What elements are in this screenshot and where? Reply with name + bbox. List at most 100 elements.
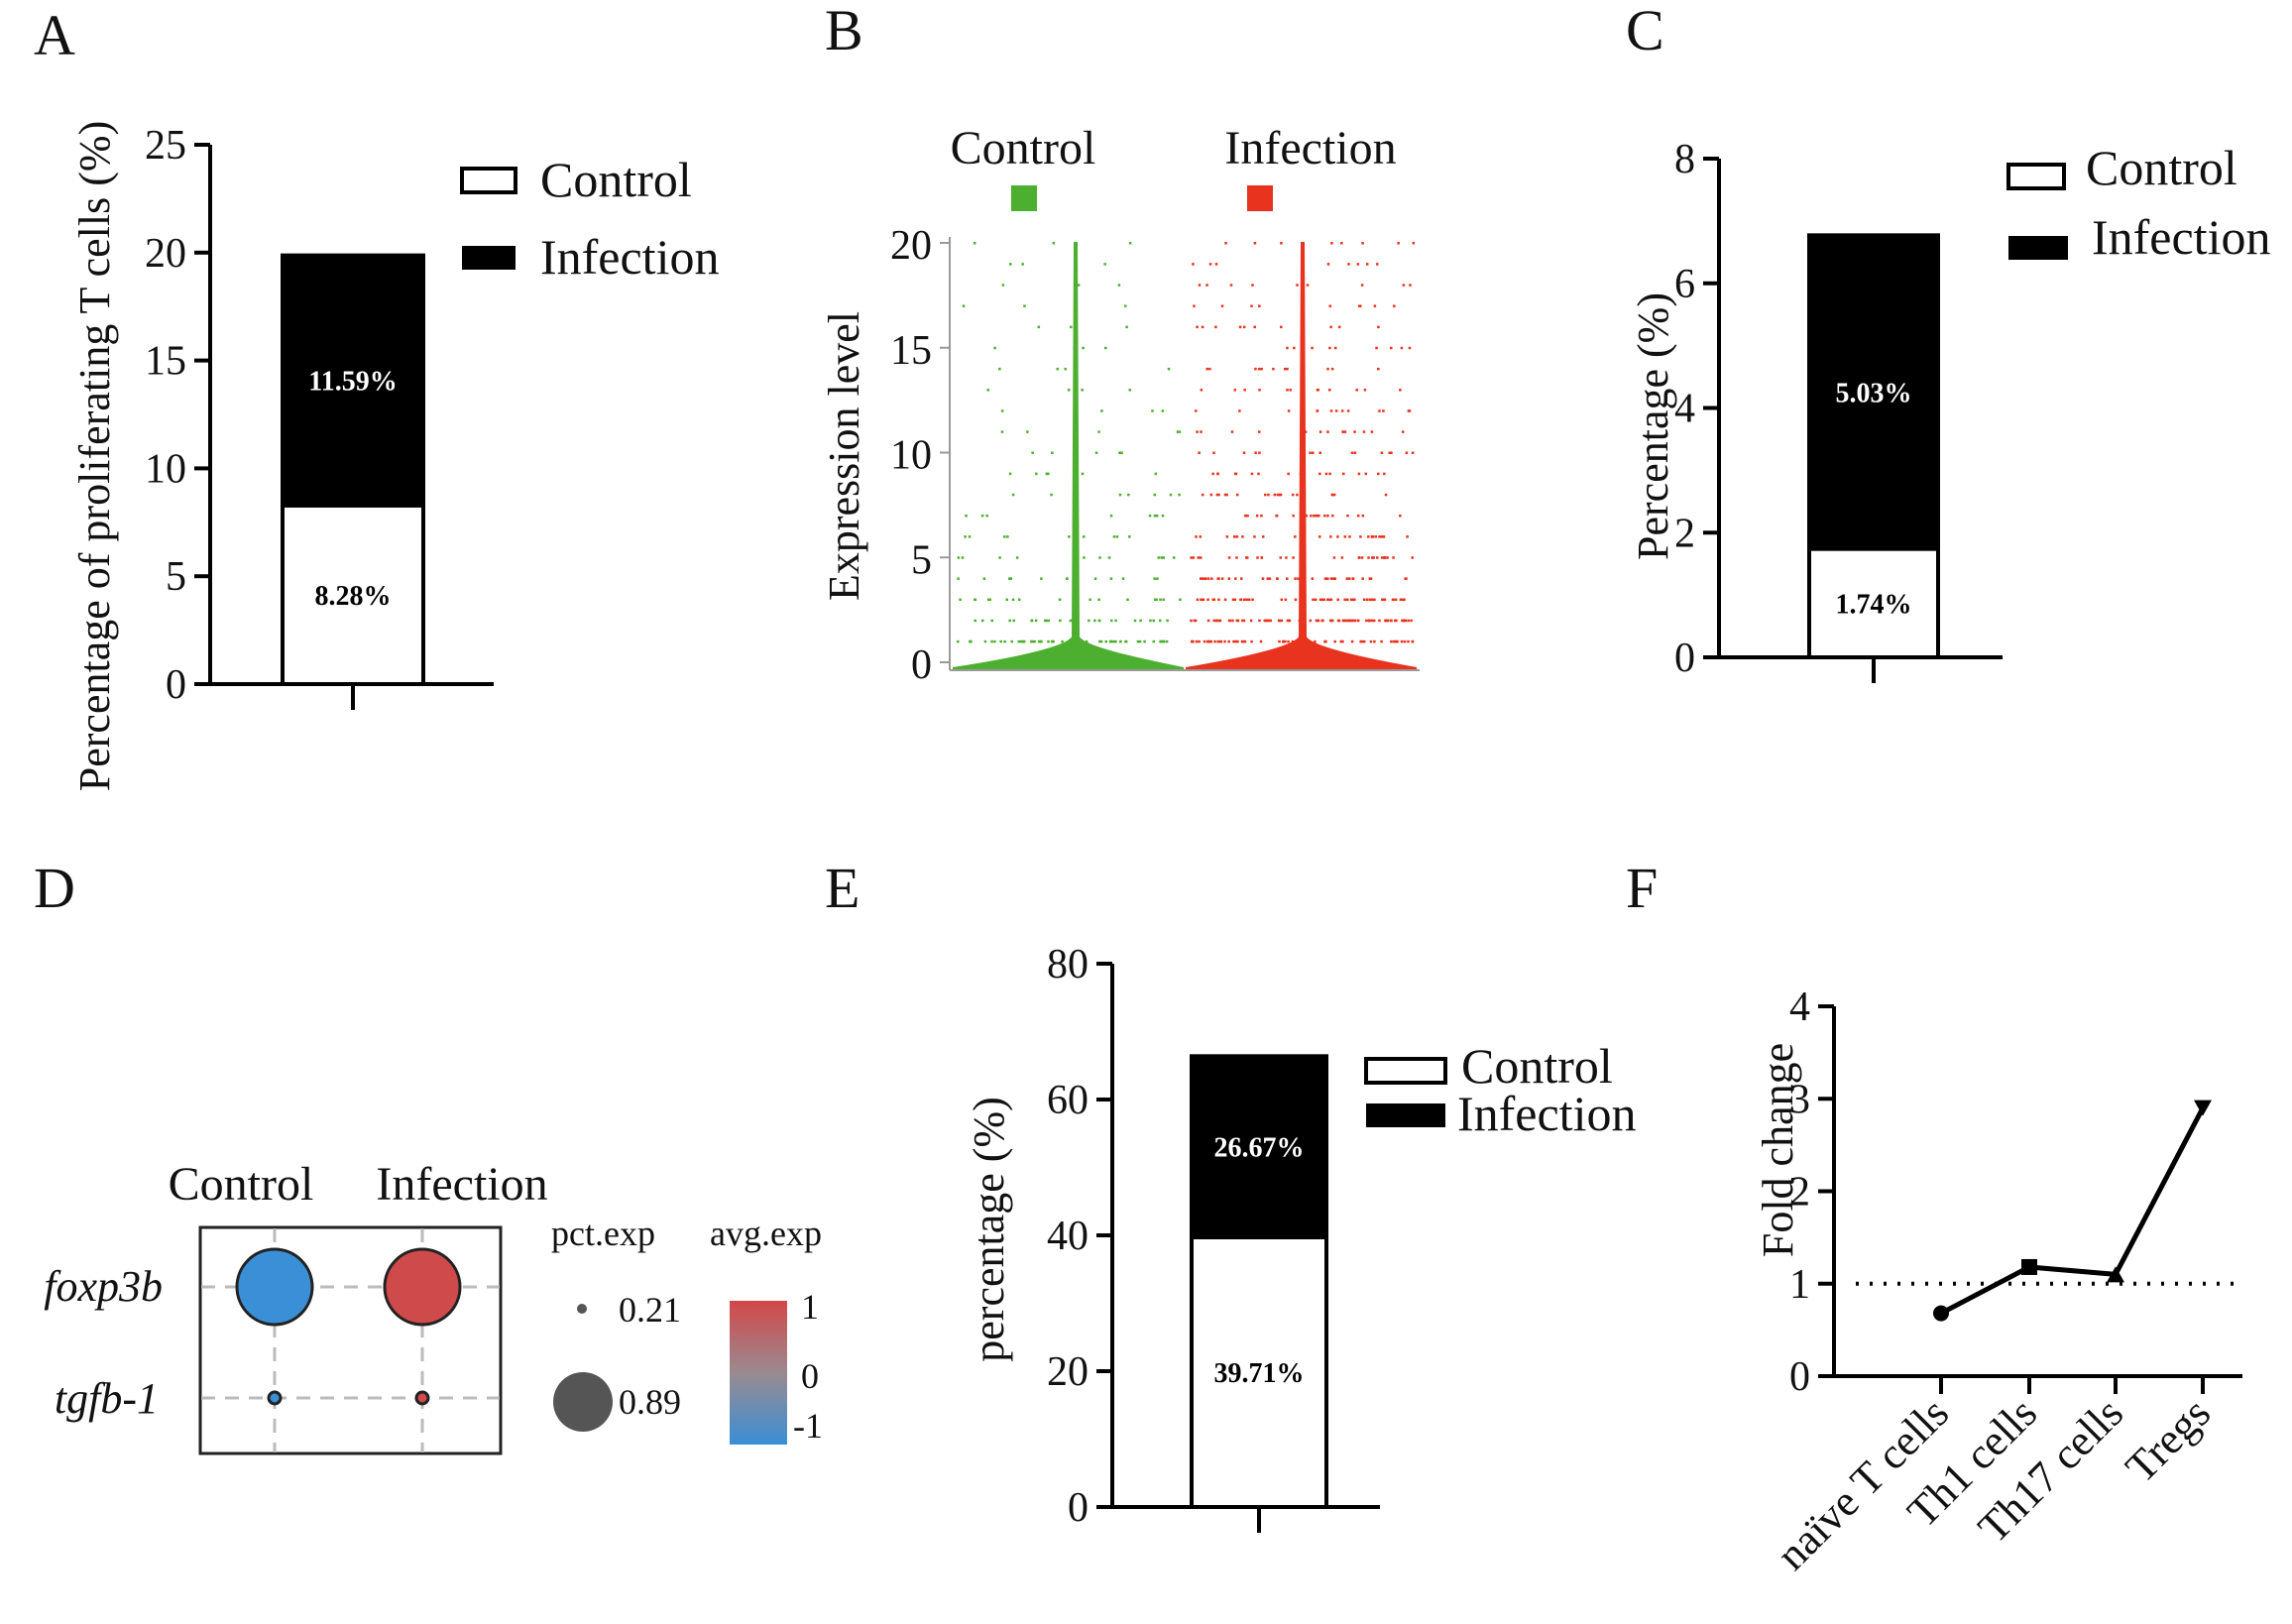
group-infection-swatch bbox=[1247, 185, 1273, 211]
jitter-point bbox=[1012, 619, 1016, 623]
jitter-point bbox=[1153, 493, 1156, 497]
panel-e-y-axis: 0 20 40 60 80 bbox=[1047, 942, 1380, 1533]
panel-c-bars: 1.74% 5.03% bbox=[1807, 233, 1940, 659]
jitter-point bbox=[1149, 619, 1152, 623]
jitter-point bbox=[1159, 639, 1163, 643]
jitter-point bbox=[1250, 472, 1254, 476]
jitter-point bbox=[1196, 325, 1199, 329]
jitter-point bbox=[1353, 430, 1356, 433]
jitter-point bbox=[1214, 263, 1218, 266]
data-point bbox=[2021, 1258, 2037, 1275]
jitter-point bbox=[1279, 556, 1283, 559]
y-tick-label: 0 bbox=[166, 662, 186, 708]
jitter-point bbox=[1195, 409, 1198, 412]
jitter-point bbox=[1347, 263, 1350, 266]
jitter-point bbox=[1206, 577, 1210, 580]
jitter-point bbox=[1250, 304, 1253, 307]
jitter-point bbox=[1272, 367, 1275, 371]
jitter-point bbox=[1121, 577, 1125, 580]
jitter-point bbox=[1286, 367, 1289, 371]
jitter-point bbox=[1330, 619, 1334, 623]
jitter-point bbox=[1378, 409, 1381, 412]
jitter-point bbox=[1031, 451, 1034, 454]
jitter-point bbox=[1115, 535, 1119, 538]
jitter-point bbox=[1155, 514, 1159, 518]
jitter-point bbox=[1238, 409, 1241, 412]
jitter-point bbox=[1326, 514, 1329, 518]
jitter-point bbox=[1153, 577, 1156, 580]
jitter-point bbox=[1205, 367, 1208, 371]
panel-b-y-axis: 0 5 10 15 20 bbox=[890, 223, 1420, 688]
jitter-point bbox=[1257, 472, 1260, 476]
jitter-point bbox=[1371, 556, 1374, 559]
jitter-point bbox=[1243, 389, 1246, 392]
jitter-point bbox=[1360, 284, 1364, 287]
jitter-point bbox=[1114, 619, 1117, 623]
jitter-point bbox=[1362, 430, 1366, 433]
jitter-point bbox=[1318, 430, 1322, 433]
jitter-point bbox=[1098, 556, 1101, 559]
jitter-point bbox=[1333, 577, 1337, 580]
panel-e-y-title: percentage (%) bbox=[965, 1097, 1013, 1361]
jitter-point bbox=[1243, 639, 1247, 643]
jitter-point bbox=[1239, 598, 1242, 602]
jitter-point bbox=[1368, 619, 1371, 623]
jitter-point bbox=[1369, 598, 1372, 602]
jitter-point bbox=[1360, 556, 1364, 559]
jitter-point bbox=[998, 367, 1001, 371]
jitter-point bbox=[1178, 430, 1182, 433]
y-tick-label: 10 bbox=[145, 446, 186, 492]
jitter-point bbox=[1405, 451, 1409, 454]
jitter-point bbox=[1275, 514, 1278, 518]
y-tick-label: 0 bbox=[1674, 636, 1695, 681]
panel-d: Control Infection foxp3b tgfb-1 pct.exp … bbox=[44, 1158, 823, 1455]
y-tick-label: 20 bbox=[890, 223, 932, 269]
bar-segment-control bbox=[1807, 546, 1940, 659]
jitter-point bbox=[1276, 493, 1280, 497]
jitter-point bbox=[1280, 242, 1283, 245]
jitter-point bbox=[1334, 409, 1338, 412]
jitter-point bbox=[1260, 514, 1263, 518]
jitter-point bbox=[1125, 325, 1128, 329]
jitter-point bbox=[1179, 598, 1182, 602]
jitter-point bbox=[999, 639, 1002, 643]
jitter-point bbox=[985, 514, 988, 518]
jitter-point bbox=[1411, 639, 1415, 643]
jitter-point bbox=[1104, 346, 1107, 350]
jitter-point bbox=[1320, 598, 1323, 602]
jitter-point bbox=[1318, 451, 1321, 454]
jitter-point bbox=[1340, 409, 1344, 412]
jitter-point bbox=[1217, 577, 1220, 580]
jitter-point bbox=[1037, 325, 1041, 329]
jitter-point bbox=[1361, 577, 1364, 580]
jitter-point bbox=[1323, 577, 1327, 580]
jitter-point bbox=[1244, 514, 1247, 518]
bar-segment-control bbox=[281, 503, 425, 687]
jitter-point bbox=[1312, 598, 1315, 602]
jitter-point bbox=[1094, 451, 1098, 454]
jitter-point bbox=[1287, 472, 1290, 476]
jitter-point bbox=[1253, 242, 1257, 245]
jitter-point bbox=[1245, 598, 1248, 602]
jitter-point bbox=[1341, 430, 1344, 433]
jitter-point bbox=[1314, 598, 1318, 602]
jitter-point bbox=[1362, 639, 1366, 643]
jitter-point bbox=[1278, 619, 1281, 623]
jitter-point bbox=[1286, 577, 1289, 580]
jitter-point bbox=[1242, 451, 1246, 454]
jitter-point bbox=[957, 639, 960, 643]
jitter-point bbox=[1327, 598, 1331, 602]
jitter-point bbox=[1402, 619, 1406, 623]
panel-c-y-title: Percentage (%) bbox=[1629, 292, 1677, 560]
dot-tgfb-1-infection bbox=[414, 1390, 430, 1406]
jitter-point bbox=[1316, 409, 1319, 412]
jitter-point bbox=[1348, 535, 1351, 538]
jitter-point bbox=[1097, 430, 1100, 433]
jitter-point bbox=[1109, 639, 1113, 643]
jitter-point bbox=[1403, 639, 1407, 643]
jitter-point bbox=[1392, 598, 1395, 602]
panel-a-letter: A bbox=[34, 3, 75, 67]
jitter-point bbox=[1258, 304, 1261, 307]
panel-b-y-title: Expression level bbox=[820, 311, 868, 601]
jitter-point bbox=[1340, 242, 1343, 245]
